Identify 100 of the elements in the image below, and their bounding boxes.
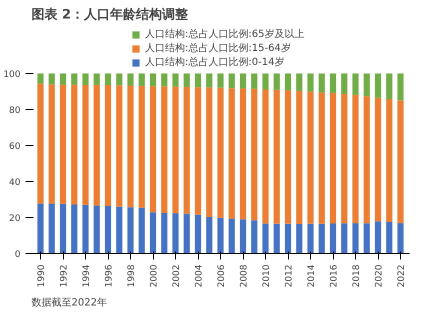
- bar: [318, 74, 325, 92]
- x-tick-label: 2014: [307, 264, 317, 288]
- bar: [364, 96, 370, 224]
- bar: [194, 87, 202, 215]
- bar: [374, 221, 382, 254]
- bar: [194, 74, 202, 88]
- x-tick-label: 2012: [284, 264, 294, 288]
- bar: [251, 220, 258, 254]
- bar: [206, 87, 212, 217]
- bar: [161, 86, 168, 213]
- bar: [228, 218, 235, 254]
- bar: [352, 94, 359, 224]
- bar: [60, 204, 66, 254]
- bar: [60, 74, 66, 85]
- x-tick-label: 2018: [352, 264, 362, 288]
- x-tick-label: 2010: [262, 264, 272, 288]
- bar: [82, 85, 89, 205]
- bar: [397, 223, 404, 254]
- bar: [240, 219, 246, 254]
- x-tick-label: 1994: [82, 264, 92, 288]
- bar: [37, 204, 44, 254]
- bar: [82, 74, 89, 86]
- chart-title: 图表 2：人口年龄结构调整: [32, 8, 190, 22]
- bar: [172, 74, 179, 87]
- bar: [172, 86, 179, 214]
- x-tick-label: 2020: [374, 264, 384, 288]
- legend-label: 人口结构:总占人口比例:65岁及以上: [145, 28, 304, 41]
- x-tick-label: 2016: [330, 264, 340, 288]
- bar: [172, 213, 179, 254]
- bar: [127, 74, 134, 86]
- bar: [150, 212, 156, 254]
- bar: [138, 74, 145, 86]
- legend-label: 人口结构:总占人口比例:15-64岁: [145, 42, 291, 55]
- bar: [364, 223, 370, 254]
- bar: [217, 88, 224, 218]
- legend-label: 人口结构:总占人口比例:0-14岁: [145, 56, 284, 69]
- bar: [194, 214, 202, 254]
- bar: [374, 98, 382, 222]
- bar: [352, 74, 359, 95]
- bar: [284, 74, 292, 90]
- bar: [94, 84, 100, 206]
- bar: [150, 74, 156, 86]
- bar: [116, 85, 122, 207]
- x-tick-label: 1992: [60, 264, 70, 288]
- y-tick-label: 100: [3, 70, 21, 80]
- bar: [104, 206, 112, 254]
- bar: [386, 74, 392, 100]
- bar: [284, 90, 292, 224]
- bar: [240, 74, 246, 88]
- bar: [138, 208, 145, 254]
- bar: [48, 204, 55, 254]
- bar: [274, 224, 280, 254]
- bar: [262, 90, 269, 224]
- x-tick-label: 1996: [104, 264, 114, 288]
- bar: [341, 223, 348, 254]
- bar: [48, 84, 55, 204]
- bar: [262, 224, 269, 254]
- bar: [386, 222, 392, 254]
- x-tick-label: 2000: [150, 264, 160, 288]
- bar: [116, 206, 122, 254]
- bar: [37, 74, 44, 84]
- bar: [397, 100, 404, 224]
- y-tick-label: 80: [9, 106, 21, 116]
- x-tick-label: 1998: [127, 264, 137, 288]
- y-tick-label: 60: [9, 142, 21, 152]
- bar: [184, 74, 190, 87]
- bar: [127, 86, 134, 208]
- bar: [206, 74, 212, 88]
- bar: [37, 84, 44, 204]
- x-tick-label: 2008: [240, 264, 250, 288]
- bar: [184, 214, 190, 254]
- bar: [364, 74, 370, 96]
- bar: [274, 74, 280, 90]
- bar: [127, 207, 134, 254]
- bar: [296, 74, 302, 91]
- bar: [48, 74, 55, 84]
- bar: [274, 90, 280, 224]
- bar: [206, 216, 212, 254]
- bar: [341, 94, 348, 224]
- bar: [386, 99, 392, 222]
- bar: [82, 204, 89, 254]
- bar: [296, 90, 302, 224]
- bar: [94, 206, 100, 254]
- bar: [307, 74, 314, 92]
- bar: [330, 223, 336, 254]
- bar: [330, 74, 336, 93]
- bar: [397, 74, 404, 100]
- bar: [60, 84, 66, 204]
- bar: [296, 224, 302, 254]
- bar: [251, 88, 258, 220]
- bar: [251, 74, 258, 89]
- bar: [284, 224, 292, 254]
- bar: [262, 74, 269, 90]
- y-tick-label: 0: [14, 250, 21, 260]
- bar: [138, 86, 145, 208]
- text: 数据截至2022年: [32, 296, 107, 308]
- bar: [184, 87, 190, 214]
- x-tick-label: 1990: [37, 264, 47, 288]
- x-tick-label: 2006: [217, 264, 227, 288]
- x-tick-label: 2002: [172, 264, 182, 288]
